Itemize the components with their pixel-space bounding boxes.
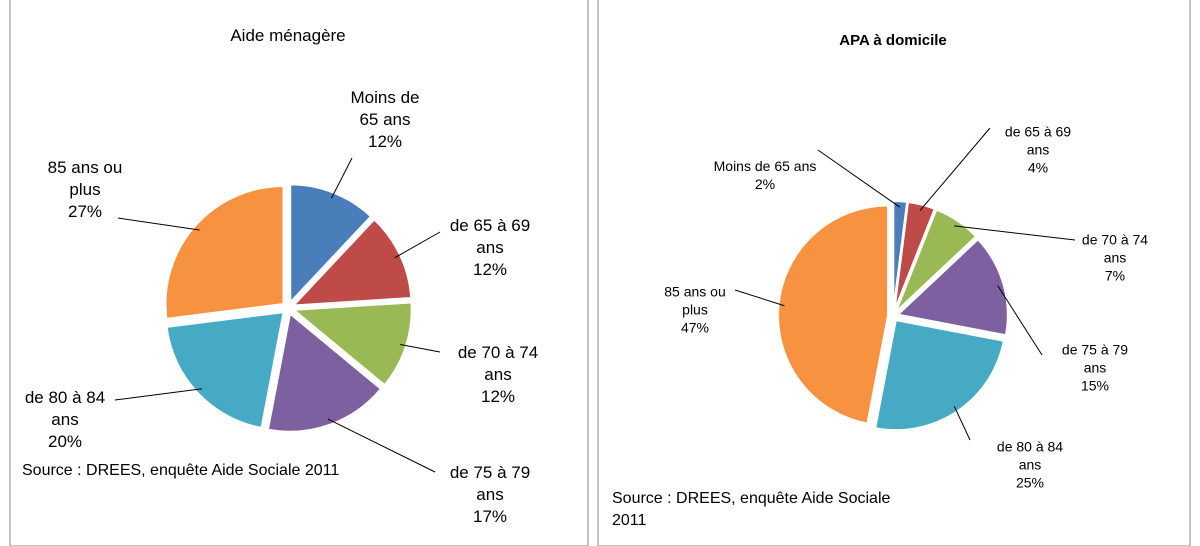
- slice-category: de 70 à 74 ans: [457, 342, 539, 384]
- leader-line: [953, 405, 971, 441]
- slice-value: 25%: [1015, 475, 1045, 492]
- leader-line: [919, 127, 991, 211]
- pie-slice: [291, 301, 413, 387]
- slice-category: Moins de 65 ans: [713, 157, 817, 174]
- pie-slice: [894, 208, 978, 313]
- slice-category: 85 ans ou plus: [664, 283, 726, 318]
- leader-line: [327, 418, 436, 473]
- slice-label: de 70 à 74 ans 7%: [1070, 231, 1160, 286]
- slice-label: de 75 à 79 ans 15%: [1050, 341, 1140, 396]
- pie-slice: [895, 237, 1009, 337]
- pie-slice: [165, 310, 285, 430]
- slice-label: 85 ans ou plus 27%: [40, 157, 130, 223]
- chart-title: Aide ménagère: [230, 26, 346, 45]
- slice-value: 20%: [47, 432, 83, 452]
- leader-line: [954, 225, 1076, 241]
- slice-label: de 80 à 84 ans 25%: [985, 438, 1075, 493]
- slice-value: 12%: [480, 387, 516, 407]
- slice-value: 15%: [1080, 378, 1110, 395]
- slice-category: de 80 à 84 ans: [996, 438, 1064, 473]
- slice-label: de 75 à 79 ans 17%: [440, 462, 540, 528]
- slice-label: de 65 à 69 ans 12%: [440, 215, 540, 281]
- slice-value: 7%: [1104, 268, 1126, 285]
- slice-value: 4%: [1027, 160, 1049, 177]
- pie-slice: [893, 200, 937, 312]
- slice-label: Moins de 65 ans 12%: [340, 87, 430, 153]
- leader-line: [330, 157, 353, 199]
- slice-category: de 65 à 69 ans: [1004, 123, 1072, 158]
- slice-label: 85 ans ou plus 47%: [650, 283, 740, 338]
- slice-value: 47%: [680, 320, 710, 337]
- pie-slice: [164, 185, 285, 320]
- panel-border: [597, 0, 1191, 546]
- leader-line: [734, 289, 785, 307]
- slice-label: de 80 à 84 ans 20%: [15, 387, 115, 453]
- source-note: Source : DREES, enquête Aide Sociale 201…: [612, 490, 891, 529]
- slice-category: de 65 à 69 ans: [449, 215, 531, 257]
- leader-line: [117, 217, 200, 231]
- leader-line: [114, 388, 203, 401]
- leader-line: [997, 285, 1043, 356]
- slice-label: de 70 à 74 ans 12%: [448, 342, 548, 408]
- slice-value: 27%: [67, 202, 103, 222]
- slice-value: 17%: [472, 507, 508, 527]
- slice-value: 12%: [472, 260, 508, 280]
- slice-category: de 75 à 79 ans: [1061, 341, 1129, 376]
- pie-slice: [874, 318, 1006, 432]
- slice-category: 85 ans ou plus: [47, 157, 123, 199]
- leader-line: [394, 231, 441, 259]
- slice-category: de 80 à 84 ans: [24, 387, 106, 429]
- slice-value: 12%: [367, 132, 403, 152]
- slice-label: de 65 à 69 ans 4%: [993, 123, 1083, 178]
- leader-line: [817, 149, 901, 208]
- source-note: Source : DREES, enquête Aide Sociale 201…: [22, 462, 340, 479]
- pie-slice: [266, 311, 383, 433]
- slice-value: 2%: [754, 176, 776, 192]
- pie-slice: [777, 204, 890, 425]
- pie-slice: [289, 183, 373, 305]
- slice-category: de 70 à 74 ans: [1081, 231, 1149, 266]
- leader-line: [400, 343, 441, 353]
- slice-label: Moins de 65 ans 2%: [710, 157, 820, 193]
- slice-category: de 75 à 79 ans: [449, 462, 531, 504]
- chart-title: APA à domicile: [839, 32, 947, 49]
- panel-border: [9, 0, 589, 546]
- slice-category: Moins de 65 ans: [350, 87, 420, 129]
